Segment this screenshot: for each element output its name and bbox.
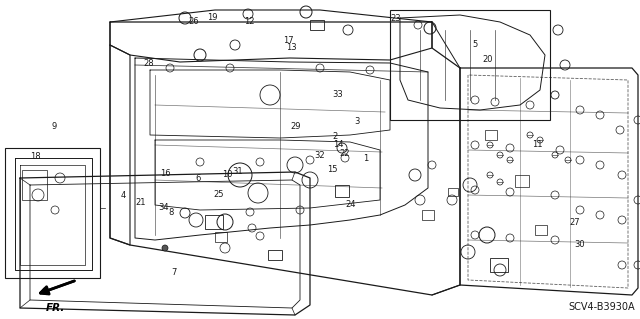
Text: 23: 23 bbox=[390, 14, 401, 23]
Bar bbox=[390, 10, 550, 120]
Text: 19: 19 bbox=[207, 13, 218, 22]
Bar bbox=[515, 175, 529, 187]
Text: 10: 10 bbox=[222, 170, 232, 179]
Text: 2: 2 bbox=[332, 132, 337, 141]
Bar bbox=[535, 225, 547, 235]
Bar bbox=[335, 185, 349, 197]
Bar bbox=[448, 188, 458, 196]
Text: 16: 16 bbox=[160, 169, 170, 178]
Text: SCV4-B3930A: SCV4-B3930A bbox=[568, 302, 635, 312]
Bar bbox=[485, 130, 497, 140]
Text: 1: 1 bbox=[364, 154, 369, 163]
Text: 31: 31 bbox=[233, 167, 243, 176]
Text: 3: 3 bbox=[355, 117, 360, 126]
Text: 17: 17 bbox=[283, 36, 293, 45]
Text: 21: 21 bbox=[136, 198, 146, 207]
Text: 26: 26 bbox=[188, 17, 198, 26]
Text: 11: 11 bbox=[532, 140, 543, 149]
Text: FR.: FR. bbox=[45, 303, 65, 313]
Text: 24: 24 bbox=[346, 200, 356, 209]
Text: 9: 9 bbox=[52, 122, 57, 130]
Text: 34: 34 bbox=[158, 203, 168, 212]
Text: 13: 13 bbox=[286, 43, 296, 52]
Text: 22: 22 bbox=[339, 149, 349, 158]
Text: 33: 33 bbox=[333, 90, 343, 99]
Text: 14: 14 bbox=[333, 140, 343, 149]
Text: 12: 12 bbox=[244, 17, 255, 26]
Bar bbox=[215, 232, 227, 242]
Bar bbox=[5, 148, 100, 278]
Bar bbox=[422, 210, 434, 220]
Text: 27: 27 bbox=[570, 218, 580, 227]
Text: 32: 32 bbox=[315, 151, 325, 160]
Bar bbox=[268, 250, 282, 260]
Text: 15: 15 bbox=[328, 165, 338, 174]
Bar bbox=[22, 170, 47, 200]
Text: 30: 30 bbox=[575, 241, 585, 249]
Text: 7: 7 bbox=[172, 268, 177, 277]
Text: 20: 20 bbox=[483, 56, 493, 64]
Text: 5: 5 bbox=[472, 40, 477, 48]
Text: 4: 4 bbox=[121, 191, 126, 200]
Text: 8: 8 bbox=[169, 208, 174, 217]
Text: 28: 28 bbox=[143, 59, 154, 68]
Text: 29: 29 bbox=[291, 122, 301, 131]
Bar bbox=[310, 20, 324, 30]
Bar bbox=[490, 258, 508, 272]
Text: 6: 6 bbox=[196, 174, 201, 182]
Circle shape bbox=[162, 245, 168, 251]
Bar bbox=[205, 215, 223, 229]
Text: 18: 18 bbox=[30, 152, 40, 161]
Text: 25: 25 bbox=[214, 190, 224, 199]
